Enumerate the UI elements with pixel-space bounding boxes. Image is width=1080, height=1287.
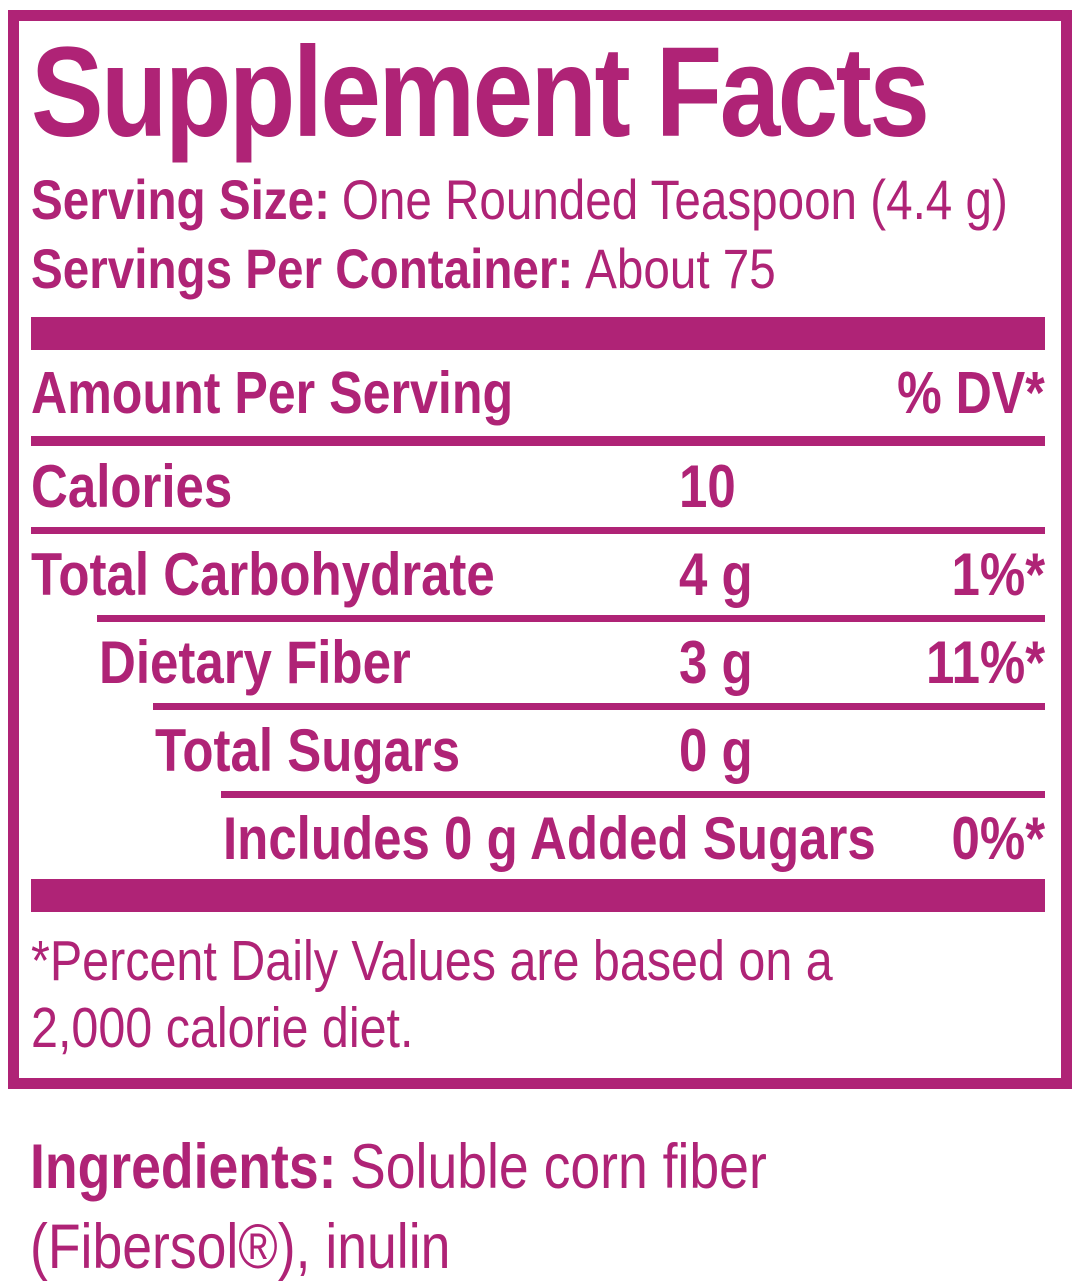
ingredients-section: Ingredients: Soluble corn fiber (Fibersol… [30, 1127, 1080, 1287]
daily-value-footnote: *Percent Daily Values are based on a 2,0… [31, 928, 1045, 1062]
serving-size-line: Serving Size: One Rounded Teaspoon (4.4 g… [31, 165, 1045, 234]
nutrient-amount: 3 g [679, 629, 753, 696]
serving-size-label: Serving Size: [31, 168, 330, 231]
panel-title-text: Supplement Facts [31, 21, 930, 164]
servings-per-container-label: Servings Per Container: [31, 237, 574, 300]
nutrient-amount: 0 g [679, 717, 753, 784]
thick-separator-bar-top [31, 317, 1045, 350]
divider-rule [31, 527, 1045, 534]
nutrient-row-calories: Calories 10 [31, 446, 1045, 527]
divider-rule-indented [153, 703, 1045, 710]
footnote-line: 2,000 calorie diet. [31, 996, 414, 1060]
column-header-row: Amount Per Serving % DV* [31, 350, 1045, 436]
nutrient-name: Includes 0 g Added Sugars [223, 805, 876, 872]
nutrient-amount: 10 [679, 453, 736, 520]
divider-rule-indented [97, 615, 1045, 622]
divider-rule-indented [221, 791, 1045, 798]
servings-per-container-value: About 75 [585, 237, 776, 300]
nutrient-name: Total Sugars [155, 717, 461, 784]
serving-size-value: One Rounded Teaspoon (4.4 g) [341, 168, 1008, 231]
nutrient-amount: 4 g [679, 541, 753, 608]
servings-per-container-line: Servings Per Container: About 75 [31, 234, 1045, 303]
supplement-facts-panel: Supplement Facts Serving Size: One Rounde… [8, 10, 1072, 1089]
panel-title: Supplement Facts [31, 29, 1045, 157]
ingredients-label: Ingredients: [30, 1132, 337, 1202]
nutrient-dv: 1%* [951, 541, 1045, 608]
nutrient-row-dietary-fiber: Dietary Fiber 3 g 11%* [31, 622, 1045, 703]
amount-per-serving-header: Amount Per Serving [31, 360, 514, 426]
nutrient-row-total-carbohydrate: Total Carbohydrate 4 g 1%* [31, 534, 1045, 615]
nutrient-name: Total Carbohydrate [31, 541, 495, 608]
nutrient-dv: 11%* [925, 629, 1045, 696]
nutrient-name: Dietary Fiber [99, 629, 411, 696]
nutrient-name: Calories [31, 453, 233, 520]
nutrient-dv: 0%* [951, 805, 1045, 872]
thick-separator-bar-bottom [31, 879, 1045, 912]
ingredients-value-line1: Soluble corn fiber [350, 1132, 767, 1202]
percent-dv-header: % DV* [897, 360, 1045, 426]
footnote-line: *Percent Daily Values are based on a [31, 929, 833, 993]
divider-rule [31, 436, 1045, 446]
ingredients-value-line2: (Fibersol®), inulin [30, 1212, 451, 1282]
nutrient-row-total-sugars: Total Sugars 0 g [31, 710, 1045, 791]
nutrient-row-added-sugars: Includes 0 g Added Sugars 0%* [31, 798, 1045, 879]
